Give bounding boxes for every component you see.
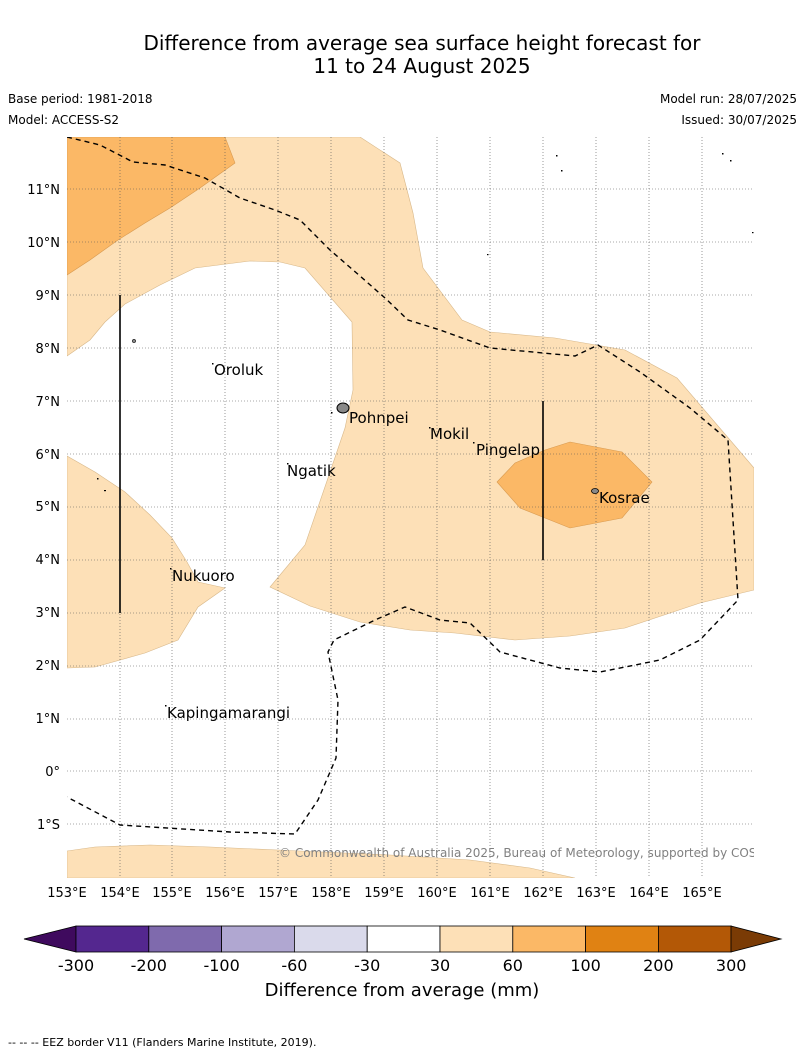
colorbar-segment [366, 925, 441, 953]
colorbar-segment [658, 925, 732, 953]
place-label-kosrae: Kosrae [599, 489, 650, 507]
colorbar-tick: 60 [503, 956, 523, 975]
lat-label-8n: 8°N [36, 342, 61, 357]
anomaly-region-60-100-north-west [67, 137, 236, 276]
lat-label-5n: 5°N [36, 500, 61, 515]
colorbar-segment [293, 925, 368, 953]
colorbar-segment [148, 925, 223, 953]
lon-label-158e: 158°E [311, 886, 351, 901]
lat-label-0: 0° [45, 765, 60, 780]
colorbar-arrow-low [23, 925, 77, 953]
colorbar-segment [512, 925, 586, 953]
issued-label: Issued: 30/07/2025 [681, 113, 797, 127]
place-label-oroluk: Oroluk [214, 361, 263, 379]
lon-label-161e: 161°E [470, 886, 510, 901]
longitude-labels: 153°E 154°E 155°E 156°E 157°E 158°E 159°… [47, 886, 722, 901]
eez-border [67, 137, 739, 835]
colorbar-tick: -30 [354, 956, 380, 975]
title-line-1: Difference from average sea surface heig… [143, 31, 701, 55]
copyright-notice: © Commonwealth of Australia 2025, Bureau… [279, 846, 784, 860]
place-label-nukuoro: Nukuoro [172, 567, 235, 585]
colorbar-tick: 30 [430, 956, 450, 975]
map-area: Oroluk Pohnpei Mokil Pingelap Ngatik Kos… [67, 137, 784, 878]
base-period-label: Base period: 1981-2018 [8, 92, 153, 106]
lat-label-1s: 1°S [37, 818, 60, 833]
colorbar-legend: -300 -200 -100 -60 -30 30 60 100 200 300… [23, 925, 783, 1001]
lon-label-156e: 156°E [205, 886, 245, 901]
model-run-label: Model run: 28/07/2025 [659, 92, 797, 106]
colorbar-tick: -300 [58, 956, 94, 975]
lon-label-165e: 165°E [682, 886, 722, 901]
colorbar-tick: 100 [570, 956, 601, 975]
lat-label-3n: 3°N [36, 606, 61, 621]
lat-label-6n: 6°N [36, 448, 61, 463]
place-label-pingelap: Pingelap [476, 441, 540, 459]
place-label-pohnpei: Pohnpei [349, 409, 409, 427]
model-label: Model: ACCESS-S2 [8, 113, 120, 127]
lon-label-154e: 154°E [100, 886, 140, 901]
colorbar-segments [75, 925, 732, 953]
colorbar-tick: -60 [281, 956, 307, 975]
colorbar-segment [75, 925, 150, 953]
colorbar-tick: -100 [203, 956, 239, 975]
place-labels: Oroluk Pohnpei Mokil Pingelap Ngatik Kos… [167, 361, 650, 722]
lat-label-4n: 4°N [36, 553, 61, 568]
anomaly-region-30-60-south [67, 844, 576, 878]
lat-label-2n: 2°N [36, 659, 61, 674]
colorbar-segment [585, 925, 659, 953]
lat-label-9n: 9°N [36, 289, 61, 304]
title-line-2: 11 to 24 August 2025 [313, 54, 531, 78]
place-label-mokil: Mokil [430, 425, 469, 443]
colorbar-segment [439, 925, 514, 953]
colorbar-tick: -200 [131, 956, 167, 975]
lon-label-162e: 162°E [523, 886, 563, 901]
anomaly-region-30-60-south-west [67, 455, 226, 669]
sea-surface-height-map: Oroluk Pohnpei Mokil Pingelap Ngatik Kos… [27, 137, 784, 901]
colorbar-tick: 300 [716, 956, 747, 975]
lat-label-7n: 7°N [36, 395, 61, 410]
atoll-markers [97, 153, 754, 707]
colorbar-segment [221, 925, 295, 953]
colorbar-ticks: -300 -200 -100 -60 -30 30 60 100 200 300 [58, 956, 747, 975]
colorbar-tick: 200 [643, 956, 674, 975]
lon-label-160e: 160°E [417, 886, 457, 901]
place-label-ngatik: Ngatik [287, 462, 336, 480]
lon-label-164e: 164°E [629, 886, 669, 901]
pohnpei-island [336, 402, 350, 414]
atoll-marker [132, 339, 136, 343]
map-title: Difference from average sea surface heig… [0, 32, 804, 78]
lon-label-155e: 155°E [152, 886, 192, 901]
lon-label-159e: 159°E [364, 886, 404, 901]
colorbar-arrow-high [730, 925, 783, 953]
lat-label-1n: 1°N [36, 712, 61, 727]
kosrae-island [591, 488, 599, 494]
lat-label-10n: 10°N [27, 236, 60, 251]
lon-label-157e: 157°E [258, 886, 298, 901]
anomaly-region-60-100-kosrae [496, 441, 653, 529]
lon-label-153e: 153°E [47, 886, 87, 901]
lon-label-163e: 163°E [576, 886, 616, 901]
lat-label-11n: 11°N [27, 183, 60, 198]
place-label-kapingamarangi: Kapingamarangi [167, 704, 290, 722]
gridlines [67, 137, 754, 878]
colorbar-title: Difference from average (mm) [265, 980, 540, 1001]
latitude-labels: 11°N 10°N 9°N 8°N 7°N 6°N 5°N 4°N 3°N 2°… [27, 183, 60, 833]
eez-footnote: -- -- -- EEZ border V11 (Flanders Marine… [8, 1036, 317, 1049]
